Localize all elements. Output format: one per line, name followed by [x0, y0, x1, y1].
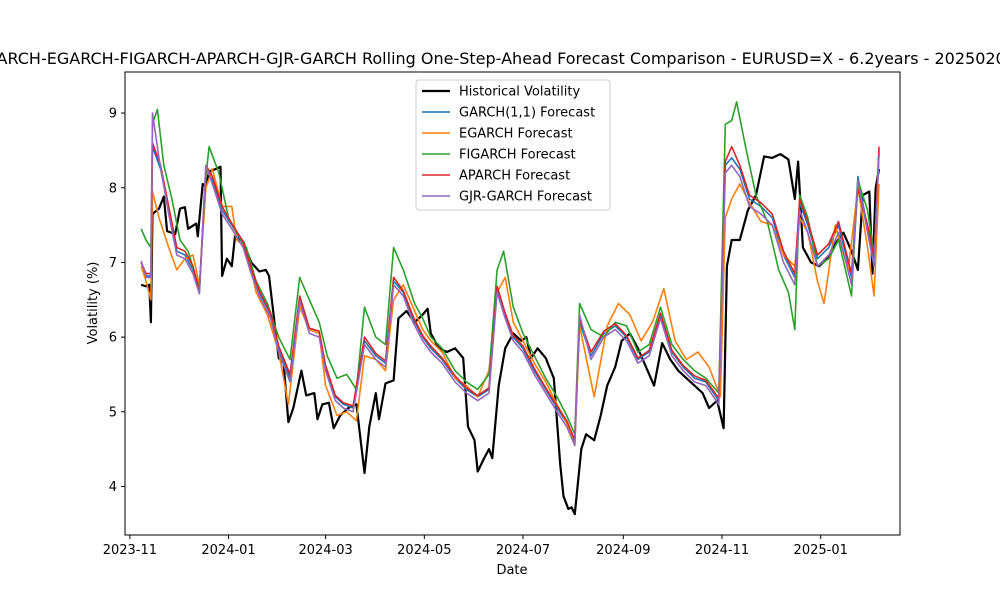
x-tick-label: 2023-11: [103, 543, 157, 558]
x-tick-label: 2024-01: [201, 543, 255, 558]
x-tick-label: 2024-03: [298, 543, 352, 558]
x-tick-label: 2024-11: [695, 543, 749, 558]
y-tick-label: 7: [109, 256, 117, 271]
x-axis: 2023-11 2024-01 2024-03 2024-05 2024-07 2024-…: [103, 535, 848, 558]
legend-label: GJR-GARCH Forecast: [459, 190, 592, 205]
chart-title: GARCH-EGARCH-FIGARCH-APARCH-GJR-GARCH Ro…: [0, 49, 1000, 68]
x-tick-label: 2025-01: [794, 543, 848, 558]
legend-label: FIGARCH Forecast: [459, 148, 576, 163]
y-tick-label: 9: [109, 107, 117, 122]
legend-label: APARCH Forecast: [459, 169, 570, 184]
legend-box: [415, 79, 611, 211]
legend: Historical Volatility GARCH(1,1) Forecast…: [415, 79, 611, 211]
legend-label: Historical Volatility: [459, 85, 580, 100]
series-layer: [140, 101, 881, 516]
legend-label: GARCH(1,1) Forecast: [459, 106, 595, 121]
x-tick-label: 2024-07: [496, 543, 550, 558]
y-tick-label: 5: [109, 405, 117, 420]
series-line-5: [140, 112, 880, 447]
legend-label: EGARCH Forecast: [459, 127, 573, 142]
y-tick-label: 6: [109, 331, 117, 346]
y-tick-label: 8: [109, 181, 117, 196]
y-axis-label: Volatility (%): [86, 262, 101, 345]
x-tick-label: 2024-05: [397, 543, 451, 558]
x-axis-label: Date: [496, 563, 527, 578]
series-line-0: [140, 153, 881, 516]
plot-frame: [124, 71, 901, 536]
y-tick-label: 4: [109, 480, 117, 495]
x-tick-label: 2024-09: [596, 543, 650, 558]
y-axis: 4 5 6 7 8 9: [109, 107, 125, 495]
